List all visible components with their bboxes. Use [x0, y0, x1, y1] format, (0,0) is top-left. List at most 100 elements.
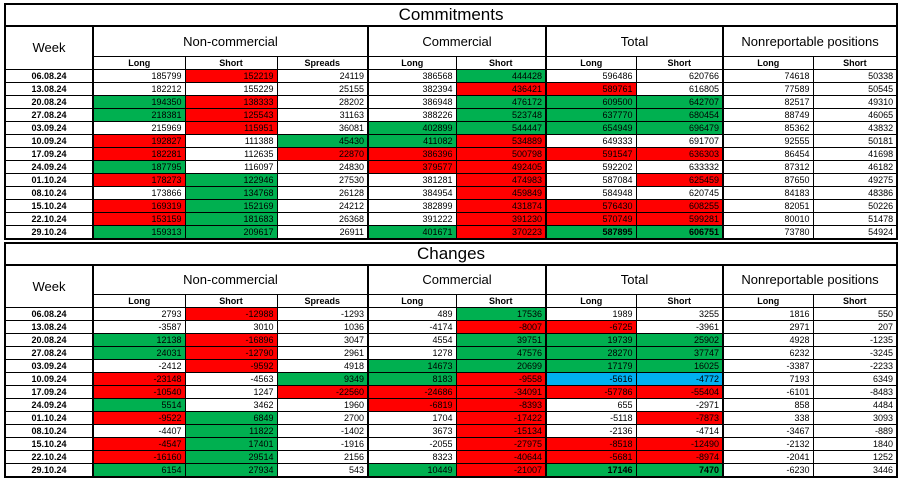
value-cell: 84183	[722, 185, 814, 200]
value-cell: 654949	[545, 120, 637, 135]
value-cell: 36081	[276, 120, 369, 135]
value-cell: 388226	[367, 107, 457, 122]
value-cell: 54924	[812, 224, 898, 239]
table-row: 08.10.24 173866 134768 26128 384954 459849 584…	[4, 185, 898, 200]
value-cell: 16025	[635, 359, 724, 373]
value-cell: -9592	[184, 359, 278, 373]
value-cell: 2700	[276, 411, 369, 425]
value-cell: 587895	[545, 224, 637, 239]
value-cell: -4407	[92, 424, 186, 438]
value-cell: 370223	[455, 224, 547, 239]
week-cell: 29.10.24	[4, 224, 94, 239]
week-cell: 08.10.24	[4, 424, 94, 438]
commitments-table: Commitments Week Non-commercial Commerci…	[4, 3, 899, 240]
value-cell: 185799	[92, 68, 186, 83]
group-header-nonreportable: Nonreportable positions	[721, 264, 898, 295]
value-cell: -9522	[92, 411, 186, 425]
value-cell: 82517	[722, 94, 814, 109]
value-cell: 1989	[545, 307, 637, 321]
changes-table: Changes Week Non-commercial Commercial T…	[4, 241, 899, 478]
table-row: 01.10.24 -9522 6849 2700 1704 -17422 -5118 -787…	[4, 411, 898, 425]
value-cell: 2793	[92, 307, 186, 321]
value-cell: 27934	[184, 463, 278, 478]
value-cell: 31163	[276, 107, 369, 122]
value-cell: 608255	[635, 198, 724, 213]
value-cell: 384954	[367, 185, 457, 200]
value-cell: 153159	[92, 211, 186, 226]
value-cell: -17422	[455, 411, 547, 425]
value-cell: 25902	[635, 333, 724, 347]
value-cell: -9558	[455, 372, 547, 386]
value-cell: 182212	[92, 81, 186, 96]
value-cell: 28202	[276, 94, 369, 109]
value-cell: 24212	[276, 198, 369, 213]
value-cell: -1235	[812, 333, 898, 347]
col-header-spreads: Spreads	[276, 55, 369, 70]
value-cell: -5118	[545, 411, 637, 425]
value-cell: 50226	[812, 198, 898, 213]
col-header-long: Long	[92, 55, 186, 70]
table-row: 27.08.24 218381 125543 31163 388226 523748 637…	[4, 107, 898, 122]
value-cell: 181683	[184, 211, 278, 226]
table-row: 06.08.24 2793 -12988 -1293 489 17536 1989 3255 1…	[4, 307, 898, 321]
value-cell: 45430	[276, 133, 369, 148]
value-cell: 500798	[455, 146, 547, 161]
value-cell: 591547	[545, 146, 637, 161]
table-row: 17.09.24 182281 112635 22870 386396 500798 591…	[4, 146, 898, 161]
value-cell: 29514	[184, 450, 278, 464]
week-cell: 27.08.24	[4, 346, 94, 360]
value-cell: -2055	[367, 437, 457, 451]
value-cell: -16160	[92, 450, 186, 464]
value-cell: -15134	[455, 424, 547, 438]
table-row: 29.10.24 159313 209617 26911 401671 370223 587…	[4, 224, 898, 239]
col-header-long: Long	[722, 294, 814, 308]
value-cell: 6849	[184, 411, 278, 425]
value-cell: -3387	[722, 359, 814, 373]
week-cell: 03.09.24	[4, 120, 94, 135]
value-cell: 92555	[722, 133, 814, 148]
value-cell: 173866	[92, 185, 186, 200]
value-cell: 616805	[635, 81, 724, 96]
value-cell: 592202	[545, 159, 637, 174]
value-cell: 2961	[276, 346, 369, 360]
value-cell: 444428	[455, 68, 547, 83]
value-cell: 1252	[812, 450, 898, 464]
value-cell: 50338	[812, 68, 898, 83]
value-cell: 10449	[367, 463, 457, 478]
table-row: 22.10.24 153159 181683 26368 391222 391230 570…	[4, 211, 898, 226]
value-cell: 649333	[545, 133, 637, 148]
week-cell: 22.10.24	[4, 211, 94, 226]
table-row: 27.08.24 24031 -12790 2961 1278 47576 28270 377…	[4, 346, 898, 360]
value-cell: 26368	[276, 211, 369, 226]
col-header-short: Short	[635, 294, 724, 308]
value-cell: -27975	[455, 437, 547, 451]
week-cell: 03.09.24	[4, 359, 94, 373]
group-header-commercial: Commercial	[367, 25, 547, 57]
value-cell: 24119	[276, 68, 369, 83]
value-cell: 17536	[455, 307, 547, 321]
group-header-noncommercial: Non-commercial	[92, 25, 369, 57]
group-header-nonreportable: Nonreportable positions	[721, 25, 898, 57]
value-cell: 194350	[92, 94, 186, 109]
value-cell: -40644	[455, 450, 547, 464]
week-header: Week	[4, 25, 94, 70]
value-cell: -3587	[92, 320, 186, 334]
value-cell: 1960	[276, 398, 369, 412]
value-cell: 386948	[367, 94, 457, 109]
value-cell: 48386	[812, 185, 898, 200]
value-cell: 28270	[545, 346, 637, 360]
value-cell: 17179	[545, 359, 637, 373]
table-row: 22.10.24 -16160 29514 2156 8323 -40644 -5681 -8…	[4, 450, 898, 464]
value-cell: -4547	[92, 437, 186, 451]
week-cell: 22.10.24	[4, 450, 94, 464]
value-cell: 209617	[184, 224, 278, 239]
value-cell: -2233	[812, 359, 898, 373]
week-cell: 29.10.24	[4, 463, 94, 478]
value-cell: 1278	[367, 346, 457, 360]
value-cell: 2156	[276, 450, 369, 464]
value-cell: 47576	[455, 346, 547, 360]
col-header-short: Short	[812, 294, 898, 308]
value-cell: 85362	[722, 120, 814, 135]
value-cell: -1916	[276, 437, 369, 451]
week-cell: 17.09.24	[4, 146, 94, 161]
